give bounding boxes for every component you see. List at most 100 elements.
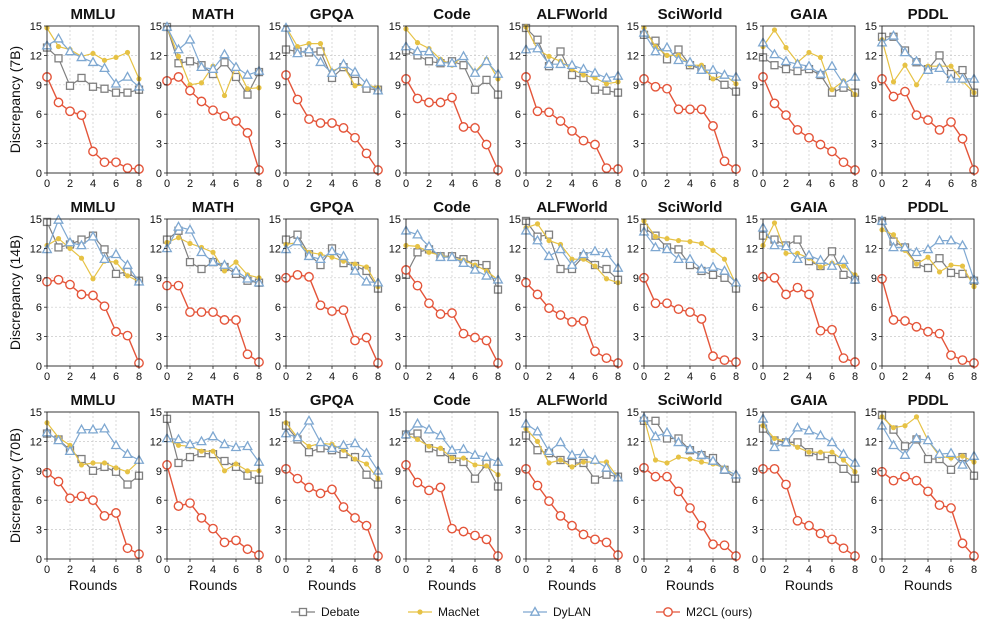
- x-tick-label: 0: [641, 371, 647, 383]
- data-point-m2cl: [532, 480, 543, 491]
- data-point-dylan: [326, 442, 338, 453]
- data-point-macnet: [840, 263, 847, 269]
- x-tick-label: 8: [615, 564, 621, 576]
- data-point-m2cl: [911, 110, 922, 121]
- subplot-code-2: Code 0 3 6 9 12 15 0 2 4 6 8 Rounds: [389, 392, 504, 593]
- data-point-macnet: [806, 49, 812, 56]
- data-point-dylan: [207, 256, 219, 266]
- y-tick-label: 12: [150, 436, 162, 448]
- x-axis-label: Rounds: [548, 577, 596, 593]
- data-point-macnet: [664, 52, 670, 59]
- data-point-macnet: [948, 63, 954, 69]
- x-tick-label: 0: [523, 178, 529, 190]
- data-point-dylan: [899, 449, 911, 459]
- data-point-dylan: [780, 436, 792, 447]
- data-point-dylan: [945, 447, 957, 458]
- y-tick-label: 0: [633, 361, 639, 373]
- data-point-dylan: [661, 243, 673, 254]
- y-tick-label: 6: [752, 302, 758, 314]
- data-point-dylan: [338, 58, 349, 69]
- data-point-m2cl: [361, 520, 372, 531]
- legend-label-debate: Debate: [321, 605, 360, 619]
- data-point-macnet: [925, 254, 931, 260]
- data-point-debate: [770, 61, 779, 70]
- data-point-dylan: [184, 33, 196, 44]
- data-point-m2cl: [185, 307, 195, 317]
- data-point-macnet: [783, 44, 789, 51]
- data-point-macnet: [483, 463, 490, 469]
- data-point-dylan: [792, 58, 803, 69]
- data-point-m2cl: [470, 123, 480, 133]
- y-tick-label: 0: [156, 554, 162, 566]
- subplot-gpqa-1: GPQA 0 3 6 9 12 15 0 2 4 6 8: [269, 199, 384, 383]
- data-point-m2cl: [946, 350, 956, 361]
- x-tick-label: 8: [256, 371, 262, 383]
- y-tick-label: 0: [633, 168, 639, 180]
- y-tick-label: 15: [509, 214, 521, 226]
- y-tick-label: 6: [752, 495, 758, 507]
- data-point-dylan: [899, 241, 911, 252]
- subplot-title: SciWorld: [658, 392, 723, 409]
- data-point-dylan: [826, 260, 838, 270]
- x-tick-label: 8: [733, 564, 739, 576]
- data-point-m2cl: [696, 520, 707, 531]
- legend-label-macnet: MacNet: [438, 605, 480, 619]
- data-point-dylan: [826, 60, 838, 71]
- x-tick-label: 4: [210, 178, 216, 190]
- x-tick-label: 0: [164, 564, 170, 576]
- x-tick-label: 6: [352, 178, 358, 190]
- y-tick-label: 15: [865, 21, 877, 33]
- data-point-dylan: [589, 454, 601, 464]
- data-point-dylan: [719, 265, 730, 275]
- y-tick-label: 15: [746, 407, 758, 419]
- data-point-m2cl: [957, 355, 968, 366]
- data-point-dylan: [719, 463, 730, 474]
- data-point-dylan: [349, 437, 361, 448]
- data-point-m2cl: [185, 498, 195, 509]
- data-point-dylan: [173, 43, 184, 54]
- subplot-gaia-1: GAIA 0 3 6 9 12 15 0 2 4 6 8: [746, 199, 861, 383]
- y-tick-label: 3: [275, 332, 281, 344]
- data-point-dylan: [601, 247, 612, 258]
- data-point-debate: [197, 264, 206, 274]
- data-point-debate: [470, 85, 480, 94]
- subplot-pddl-1: PDDL 0 3 6 9 12 15 0 2 4 6 8: [865, 199, 980, 383]
- data-point-dylan: [99, 253, 110, 264]
- subplot-title: MATH: [192, 6, 234, 23]
- data-point-dylan: [888, 29, 899, 40]
- y-tick-label: 9: [156, 273, 162, 285]
- y-tick-label: 9: [871, 466, 877, 478]
- data-point-m2cl: [99, 301, 110, 312]
- data-point-m2cl: [447, 523, 457, 534]
- data-point-m2cl: [412, 280, 423, 291]
- data-point-debate: [54, 54, 63, 63]
- data-point-dylan: [110, 77, 122, 88]
- y-tick-label: 3: [156, 525, 162, 537]
- data-point-dylan: [435, 56, 446, 67]
- y-tick-label: 6: [871, 495, 877, 507]
- series-line-macnet: [166, 26, 260, 98]
- x-tick-label: 0: [403, 178, 409, 190]
- x-tick-label: 6: [592, 178, 598, 190]
- y-tick-label: 0: [156, 168, 162, 180]
- x-tick-label: 6: [829, 564, 835, 576]
- data-point-dylan: [110, 439, 122, 450]
- data-point-m2cl: [662, 471, 672, 482]
- data-point-dylan: [469, 67, 481, 77]
- data-point-macnet: [829, 87, 835, 93]
- y-tick-label: 3: [752, 525, 758, 537]
- data-point-dylan: [661, 41, 673, 52]
- data-point-dylan: [566, 59, 578, 70]
- data-point-m2cl: [946, 117, 956, 127]
- data-point-macnet: [329, 254, 335, 260]
- x-tick-label: 0: [879, 178, 885, 190]
- y-tick-label: 12: [150, 243, 162, 255]
- data-point-macnet: [233, 461, 239, 467]
- legend-marker-m2cl: [663, 607, 673, 617]
- data-point-m2cl: [470, 332, 480, 343]
- data-point-macnet: [124, 49, 131, 56]
- data-point-dylan: [76, 423, 87, 434]
- data-point-dylan: [412, 417, 423, 428]
- data-point-macnet: [936, 269, 943, 275]
- data-point-macnet: [603, 276, 610, 282]
